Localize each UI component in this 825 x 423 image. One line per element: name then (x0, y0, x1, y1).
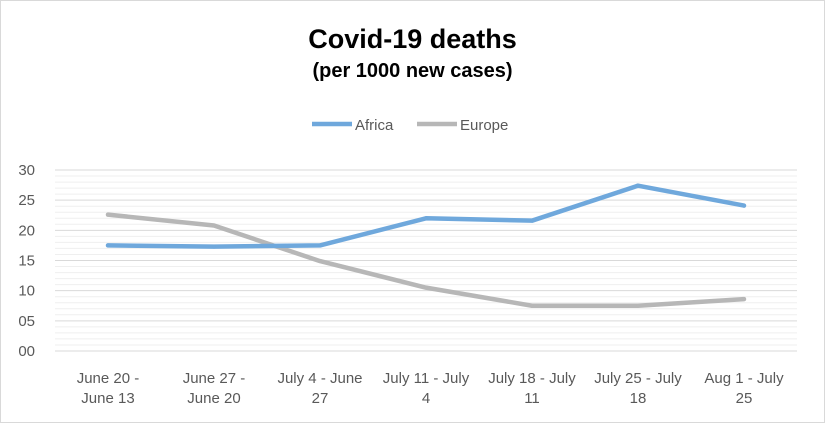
data-point-africa (424, 216, 428, 221)
y-tick-label: 05 (18, 313, 35, 330)
data-point-africa (636, 183, 640, 188)
y-tick-label: 25 (18, 192, 35, 209)
legend-label-europe: Europe (460, 117, 508, 134)
data-point-europe (636, 303, 640, 308)
x-tick-label: June 20 -June 13 (77, 370, 140, 407)
data-point-europe (318, 259, 322, 264)
x-tick-label: July 11 - July 4 (383, 370, 470, 407)
data-point-europe (742, 297, 746, 302)
x-tick-label: Aug 1 - July 25 (704, 370, 784, 407)
y-tick-label: 30 (18, 162, 35, 179)
data-point-europe (106, 212, 110, 217)
y-tick-label: 15 (18, 253, 35, 270)
series-line-africa (105, 183, 747, 249)
data-point-africa (318, 243, 322, 248)
data-point-europe (424, 285, 428, 290)
data-point-africa (212, 244, 216, 249)
gridlines (55, 169, 797, 352)
x-tick-label: July 4 - June 27 (277, 370, 362, 407)
y-tick-label: 10 (18, 283, 35, 300)
data-point-africa (530, 218, 534, 223)
x-tick-label: June 27 -June 20 (183, 370, 246, 407)
x-tick-label: July 25 - July 18 (594, 370, 682, 407)
series-group (105, 183, 747, 308)
y-tick-label: 20 (18, 222, 35, 239)
data-point-europe (212, 223, 216, 228)
data-point-africa (106, 243, 110, 248)
y-axis-ticks: 00 05 10 15 20 25 30 (18, 162, 35, 360)
legend-label-africa: Africa (355, 117, 394, 134)
y-tick-label: 00 (18, 343, 35, 360)
x-axis-ticks: June 20 -June 13 June 27 -June 20 July 4 -… (77, 370, 784, 407)
data-point-europe (530, 303, 534, 308)
x-tick-label: July 18 - July 11 (488, 370, 576, 407)
chart-subtitle: (per 1000 new cases) (312, 60, 513, 82)
chart-title: Covid-19 deaths (308, 24, 517, 54)
legend: Africa Europe (312, 117, 508, 134)
data-point-africa (742, 203, 746, 208)
